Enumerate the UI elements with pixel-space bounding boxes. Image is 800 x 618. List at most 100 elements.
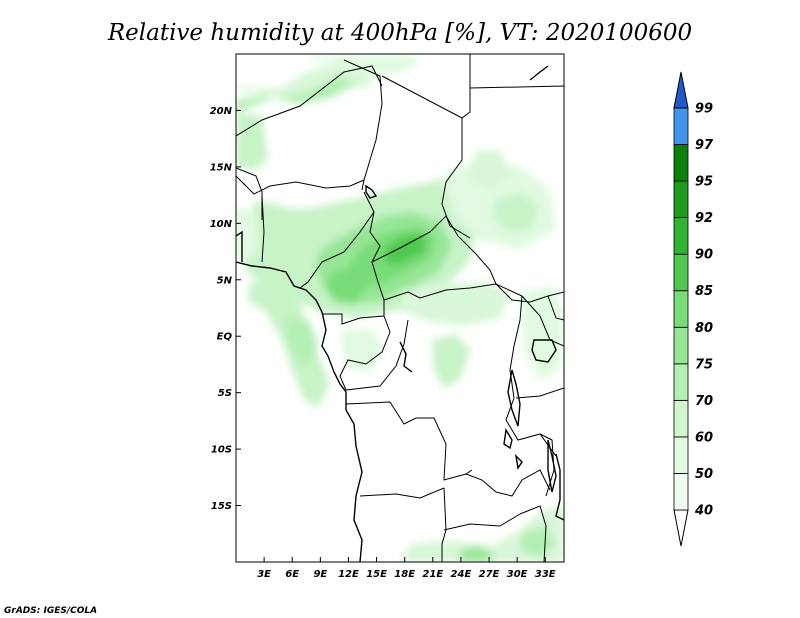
colorbar-label: 92 [695,211,713,226]
colorbar-label: 50 [695,467,713,482]
colorbar-label: 70 [695,394,713,409]
border-drc-west [345,319,409,391]
border-drc-east [505,295,557,457]
river-congo [399,341,413,373]
y-tick-label: 10S [211,445,232,456]
colorbar-box [673,473,689,511]
y-tick-label: 15S [211,501,232,512]
colorbar-label: 40 [694,504,713,519]
x-tick-label: 18E [394,569,415,580]
colorbar-box [673,399,689,438]
x-axis: 3E 6E 9E 12E 15E 18E 21E 24E 27E 30E 33E [257,557,556,580]
east-coast [555,453,564,521]
y-tick-label: EQ [217,332,233,343]
border-angola-namibia [359,487,445,499]
lake-victoria [531,339,557,363]
colorbar-box [673,363,689,401]
humidity-mozambique [520,526,556,558]
border-egypt-sudan [469,85,564,89]
colorbar-label: 90 [695,248,713,263]
coastlines [236,65,564,562]
humidity-southern-core [460,546,496,562]
red-sea-coast [529,65,549,81]
y-tick-label: 10N [210,219,233,230]
border-tanzania [515,387,564,399]
colorbar-box [673,180,689,219]
colorbar-label: 80 [695,321,713,336]
border-angola-east [443,443,473,481]
x-tick-label: 9E [313,569,327,580]
y-tick-label: 20N [210,106,233,117]
humidity-sudan-core [494,192,538,232]
border-libya-chad [343,59,383,191]
map-frame [235,53,565,563]
border-libya-sudan [381,54,471,119]
border-chad-cameroon [369,211,385,301]
x-tick-label: 30E [507,569,528,580]
border-south-sudan-south [495,283,564,303]
border-uganda [521,295,564,347]
y-tick-label: 5N [217,275,233,286]
colorbar-box [673,290,689,328]
humidity-field [236,56,564,562]
colorbar-high-triangle [673,71,689,109]
y-tick-label: 5S [218,388,232,399]
colorbar-box [673,326,689,365]
x-tick-label: 12E [338,569,359,580]
humidity-nw-lobe [236,112,268,170]
colorbar-label: 75 [695,357,713,372]
y-tick-label: 15N [210,162,233,173]
border-zimbabwe-mozambique [519,505,547,562]
humidity-congo-patch [432,334,470,388]
border-congo [339,315,391,391]
colorbar: 40 50 60 70 75 80 85 90 92 95 97 99 [673,71,714,547]
humidity-car-peak [384,234,426,264]
border-mali-niger [236,167,263,220]
border-kenya [547,295,564,321]
colorbar-box [673,144,689,182]
colorbar-label: 95 [695,175,713,190]
border-namibia-botswana [441,487,447,562]
colorbar-low-triangle [673,509,689,547]
lake-kivu [503,427,513,450]
border-niger-nigeria [236,175,365,195]
colorbar-box [673,217,689,255]
colorbar-box [673,436,689,474]
political-boundaries [236,54,564,562]
colorbar-label: 97 [695,138,714,153]
lake-tanganyika [507,369,521,427]
map-panel: 3E 6E 9E 12E 15E 18E 21E 24E 27E 30E 33E 20N 15N 10N… [210,53,565,580]
border-zambia [465,469,551,497]
x-tick-label: 27E [479,569,500,580]
colorbar-label: 85 [695,284,713,299]
colorbar-label: 60 [695,430,713,445]
grads-credit: GrADS: IGES/COLA [4,606,97,616]
humidity-north-top [300,56,420,76]
colorbar-label: 99 [695,102,713,117]
humidity-gabon [286,318,318,366]
x-tick-label: 24E [451,569,472,580]
border-algeria-niger [236,65,383,137]
border-zambia-zimbabwe [443,513,521,531]
x-tick-label: 3E [257,569,271,580]
humidity-cameroon [326,268,366,304]
lake-malawi [547,439,557,493]
humidity-congo-north [400,282,510,326]
humidity-nile [470,150,510,190]
x-tick-label: 33E [535,569,556,580]
y-axis: 20N 15N 10N 5N EQ 5S 10S 15S [210,106,241,512]
colorbar-box [673,253,689,292]
map-title: Relative humidity at 400hPa [%], VT: 202… [107,20,692,46]
border-car-north [371,215,497,285]
coast-west-edge [236,230,243,262]
x-tick-label: 6E [285,569,299,580]
x-tick-label: 15E [366,569,387,580]
border-angola-north [345,401,447,445]
humidity-sahel-north-core [236,76,356,112]
coast-west-africa [236,261,363,562]
lake-chad [365,184,378,199]
humidity-gulf-of-guinea [248,282,330,408]
lake-mweru [514,453,523,470]
colorbar-box [673,107,689,145]
